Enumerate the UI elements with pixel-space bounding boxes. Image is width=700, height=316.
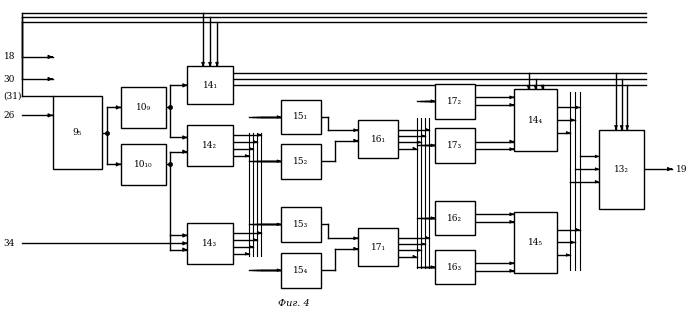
Text: 17₁: 17₁ <box>370 243 386 252</box>
Text: 16₁: 16₁ <box>370 135 386 143</box>
Text: 17₃: 17₃ <box>447 141 463 150</box>
Text: 34: 34 <box>4 239 15 248</box>
Bar <box>358 228 398 266</box>
Bar <box>281 100 321 134</box>
Bar <box>435 201 475 235</box>
Bar <box>514 212 557 273</box>
Text: 14₃: 14₃ <box>202 239 218 248</box>
Text: 14₂: 14₂ <box>202 141 218 150</box>
Bar <box>599 130 644 209</box>
Bar <box>435 84 475 118</box>
Text: 15₁: 15₁ <box>293 112 309 121</box>
Text: 15₂: 15₂ <box>293 157 309 166</box>
Text: 10₁₀: 10₁₀ <box>134 160 153 169</box>
Bar <box>187 223 232 264</box>
Text: 9₅: 9₅ <box>72 128 82 137</box>
Bar <box>281 207 321 242</box>
Text: 19: 19 <box>676 165 687 173</box>
Bar <box>120 144 167 185</box>
Text: 15₃: 15₃ <box>293 220 309 229</box>
Text: 13₂: 13₂ <box>614 165 629 173</box>
Text: 16₃: 16₃ <box>447 263 463 271</box>
Bar <box>514 89 557 151</box>
Bar <box>281 144 321 179</box>
Text: 26: 26 <box>4 111 15 120</box>
Text: 14₅: 14₅ <box>528 238 543 247</box>
Text: 18: 18 <box>4 52 15 61</box>
Text: (31): (31) <box>4 92 22 101</box>
Bar <box>435 128 475 163</box>
Bar <box>187 125 232 166</box>
Text: 15₄: 15₄ <box>293 266 309 275</box>
Text: 16₂: 16₂ <box>447 214 463 222</box>
Bar <box>52 96 102 169</box>
Bar <box>187 66 232 104</box>
Text: 30: 30 <box>4 75 15 83</box>
Bar <box>358 120 398 158</box>
Text: 14₄: 14₄ <box>528 116 543 125</box>
Text: 17₂: 17₂ <box>447 97 463 106</box>
Text: Фиг. 4: Фиг. 4 <box>278 299 310 308</box>
Bar <box>281 253 321 288</box>
Text: 10₉: 10₉ <box>136 103 151 112</box>
Text: 14₁: 14₁ <box>202 81 218 90</box>
Bar <box>120 87 167 128</box>
Bar <box>435 250 475 284</box>
